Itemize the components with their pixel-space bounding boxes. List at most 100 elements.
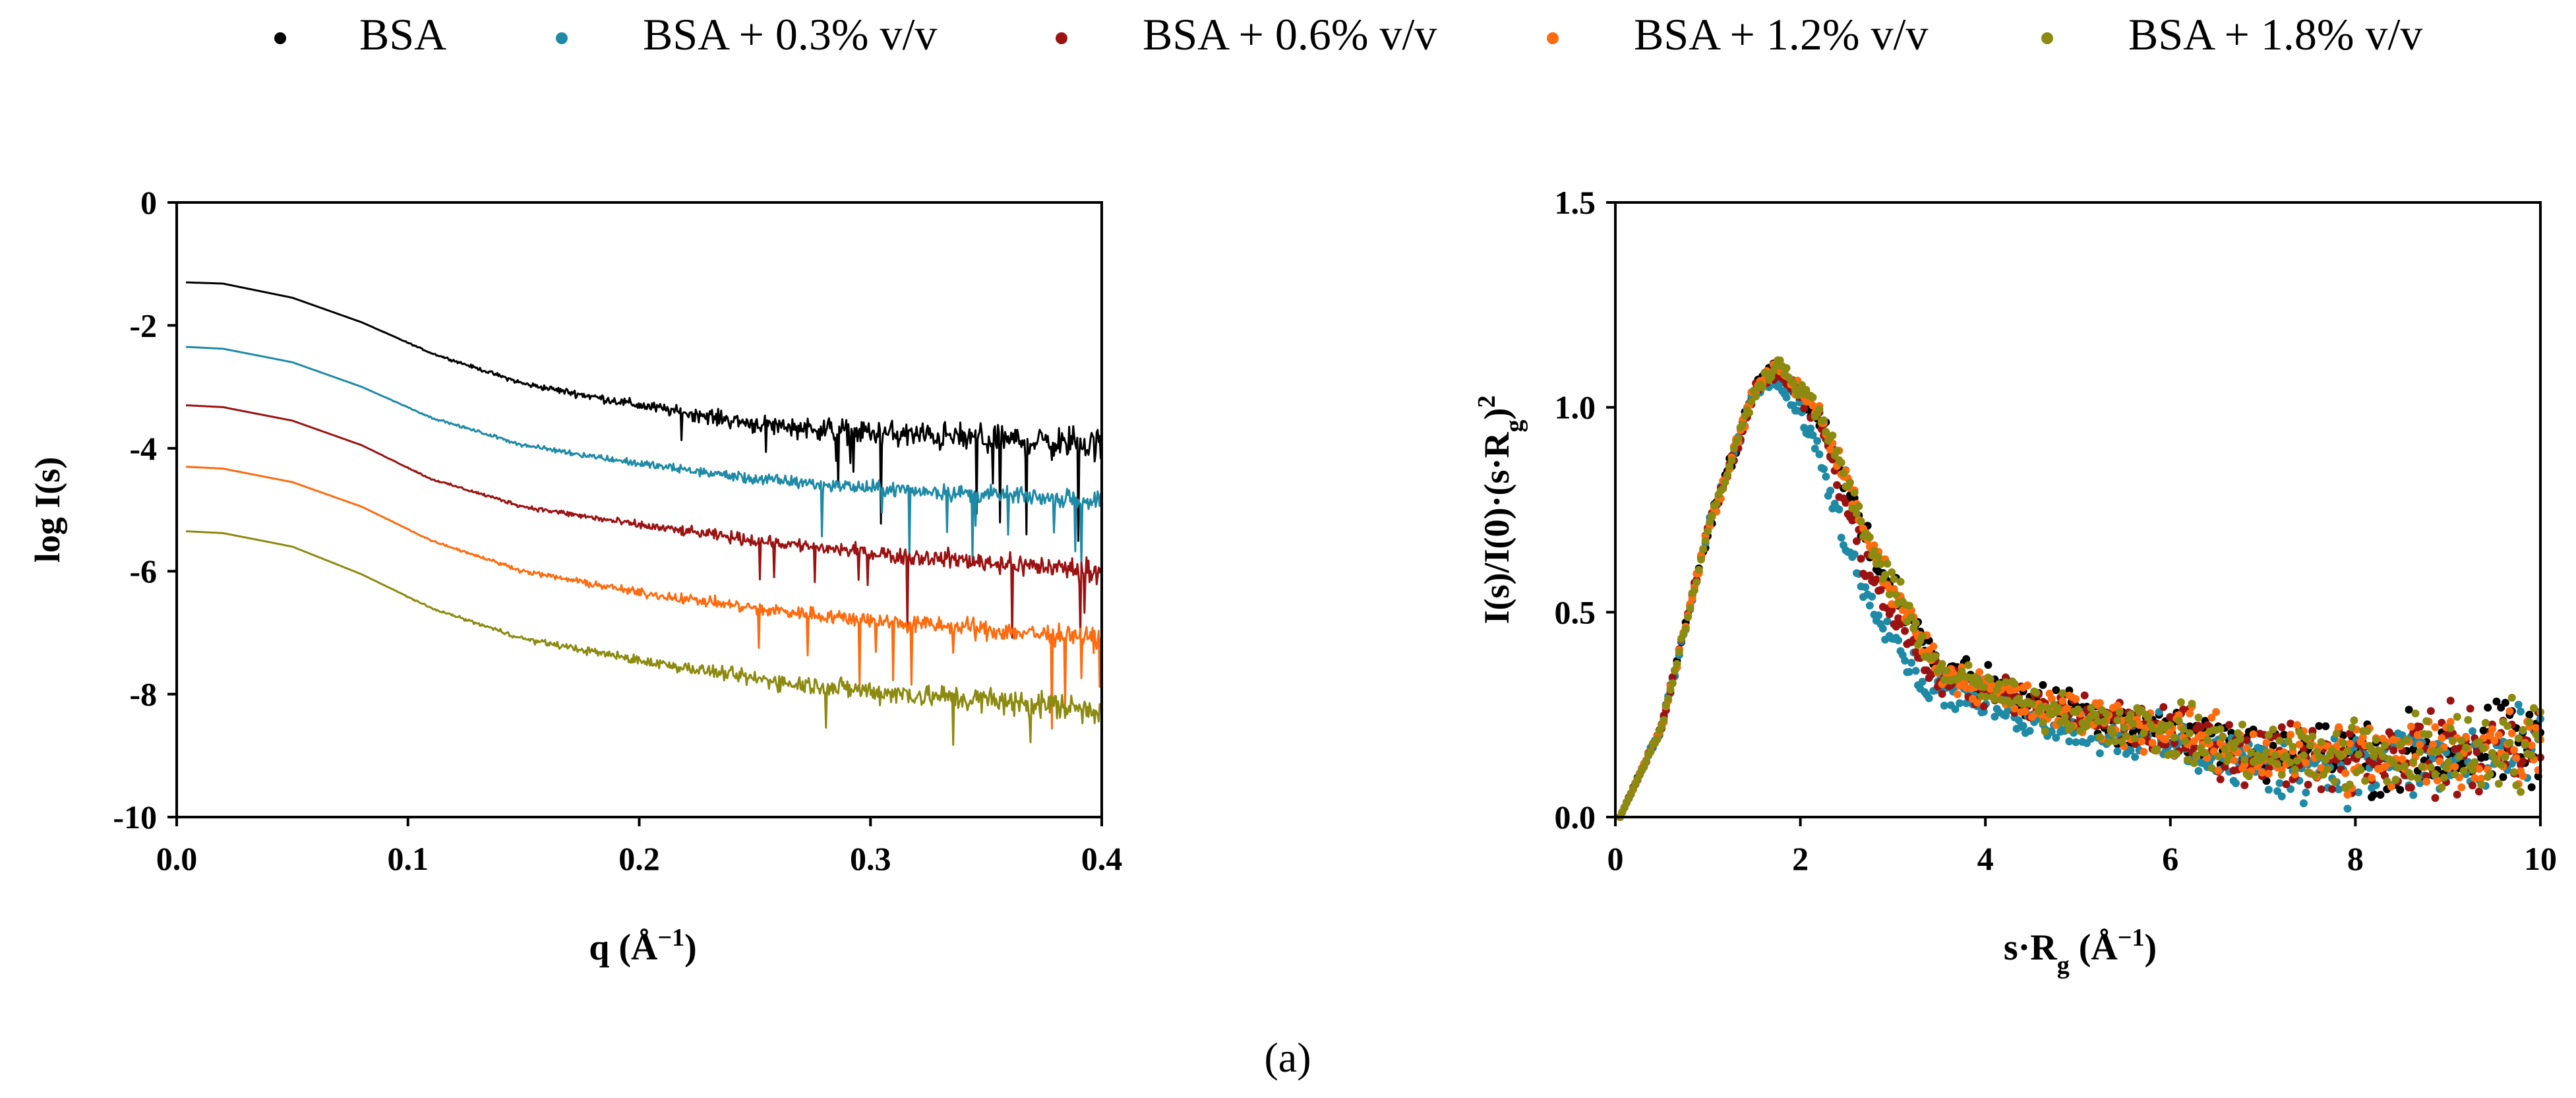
scatter-point [2405, 706, 2413, 714]
scatter-point [2469, 766, 2476, 774]
right-chart-x-tick-label: 6 [2162, 840, 2178, 877]
scatter-point [2302, 758, 2310, 767]
scatter-point [2267, 757, 2275, 766]
scatter-point [1739, 420, 1747, 429]
scatter-point [2293, 721, 2302, 729]
scatter-point [2354, 788, 2363, 797]
right-chart-x-axis-label: s·Rg (Å−1) [2004, 924, 2157, 979]
scatter-point [2054, 704, 2062, 712]
scatter-point [2225, 751, 2233, 760]
scatter-point [2474, 738, 2483, 747]
scatter-point [1747, 398, 1756, 406]
scatter-point [1929, 642, 1938, 651]
scatter-point [2238, 720, 2246, 729]
scatter-point [1979, 708, 1988, 716]
scatter-point [2287, 719, 2295, 728]
scatter-point [1789, 379, 1797, 387]
scatter-point [2328, 746, 2337, 754]
scatter-point [2014, 716, 2023, 725]
scatter-point [2387, 782, 2395, 791]
scatter-point [2262, 739, 2271, 747]
scatter-point [2232, 779, 2240, 787]
scatter-point [2183, 756, 2192, 764]
series-line-bsa-1-2-v-v [186, 466, 1103, 730]
scatter-point [2315, 752, 2323, 761]
scatter-point [1868, 592, 1876, 601]
scatter-point [2507, 694, 2516, 702]
scatter-point [2023, 681, 2032, 690]
scatter-point [1727, 456, 1736, 464]
scatter-point [2190, 743, 2198, 752]
scatter-point [2047, 727, 2056, 736]
scatter-point [2396, 785, 2405, 794]
legend-item-bsa[interactable]: BSA [274, 9, 446, 59]
scatter-point [2416, 723, 2424, 731]
legend-item-bsa-0-3[interactable]: BSA + 0.3% v/v [556, 9, 937, 59]
scatter-point [1874, 553, 1883, 561]
scatter-point [2422, 778, 2431, 786]
scatter-point [1646, 747, 1655, 755]
right-x-label-main: s·R [2004, 927, 2057, 968]
legend-item-bsa-1-2[interactable]: BSA + 1.2% v/v [1547, 9, 1928, 59]
scatter-point [2242, 736, 2251, 745]
scatter-point [2348, 723, 2356, 732]
legend-item-bsa-1-8[interactable]: BSA + 1.8% v/v [2041, 9, 2422, 59]
scatter-point [2102, 710, 2111, 718]
scatter-point [2060, 712, 2069, 721]
legend-item-bsa-0-6[interactable]: BSA + 0.6% v/v [1056, 9, 1437, 59]
scatter-point [2194, 767, 2203, 775]
scatter-point [2398, 755, 2407, 764]
scatter-point [2521, 740, 2529, 748]
scatter-point [1840, 469, 1847, 477]
scatter-point [1901, 626, 1909, 635]
scatter-point [1876, 560, 1885, 568]
scatter-point [2510, 746, 2519, 754]
scatter-point [2264, 731, 2273, 739]
series-line-bsa-0-6-v-v [186, 404, 1103, 639]
scatter-point [1973, 698, 1981, 707]
left-chart-y-tick-label: -6 [129, 553, 157, 590]
scatter-point [2525, 718, 2534, 727]
right-chart-x-tick-label: 4 [1977, 840, 1994, 877]
legend-label-bsa: BSA [359, 9, 446, 59]
scatter-point [2148, 739, 2157, 747]
scatter-point [1951, 705, 1960, 714]
scatter-point [1979, 683, 1988, 691]
scatter-point [1752, 392, 1760, 401]
scatter-point [1848, 504, 1857, 512]
scatter-point [2474, 765, 2483, 773]
scatter-point [2409, 791, 2418, 799]
scatter-point [2032, 688, 2041, 697]
scatter-point [2153, 745, 2161, 754]
scatter-point [2221, 745, 2229, 753]
scatter-point [2335, 785, 2343, 793]
scatter-point [2056, 718, 2065, 727]
scatter-point [1925, 694, 1933, 702]
scatter-point [1861, 583, 1870, 592]
scatter-point [2212, 708, 2221, 716]
scatter-point [1911, 619, 1920, 627]
scatter-point [2376, 791, 2385, 799]
scatter-point [2006, 699, 2014, 708]
scatter-point [2343, 805, 2352, 813]
scatter-point [1962, 655, 1971, 663]
scatter-point [2438, 783, 2446, 791]
scatter-point [2188, 700, 2196, 708]
scatter-point [1662, 702, 1670, 710]
scatter-point [1815, 450, 1824, 458]
scatter-point [1878, 625, 1887, 633]
scatter-point [2505, 739, 2514, 747]
scatter-point [2277, 723, 2286, 731]
scatter-point [1782, 393, 1791, 402]
scatter-point [2140, 729, 2148, 737]
scatter-point [1986, 675, 1994, 683]
scatter-point [2411, 709, 2420, 717]
scatter-point [1828, 431, 1837, 440]
scatter-point [2039, 681, 2047, 689]
scatter-point [1907, 613, 1916, 621]
left-chart-series [185, 281, 1103, 746]
scatter-point [2494, 779, 2503, 788]
scatter-point [1918, 677, 1927, 686]
scatter-point [2517, 787, 2525, 796]
